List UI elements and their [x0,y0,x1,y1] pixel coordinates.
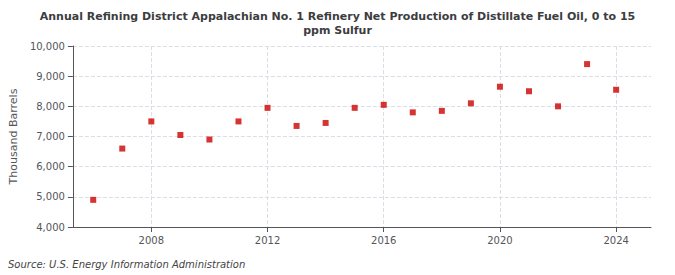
svg-text:ppm Sulfur: ppm Sulfur [303,24,372,37]
svg-text:Source: U.S. Energy Informatio: Source: U.S. Energy Information Administ… [8,259,245,270]
svg-text:2024: 2024 [603,235,628,246]
svg-text:9,000: 9,000 [36,71,65,82]
svg-text:2008: 2008 [139,235,164,246]
svg-text:7,000: 7,000 [36,131,65,142]
svg-text:5,000: 5,000 [36,191,65,202]
svg-text:2016: 2016 [371,235,396,246]
svg-text:2020: 2020 [487,235,512,246]
svg-text:Annual Refining District Appal: Annual Refining District Appalachian No.… [40,10,636,23]
svg-text:8,000: 8,000 [36,101,65,112]
svg-text:6,000: 6,000 [36,161,65,172]
svg-text:4,000: 4,000 [36,222,65,233]
svg-text:Thousand Barrels: Thousand Barrels [7,88,20,185]
svg-text:10,000: 10,000 [30,41,65,52]
svg-text:2012: 2012 [255,235,280,246]
